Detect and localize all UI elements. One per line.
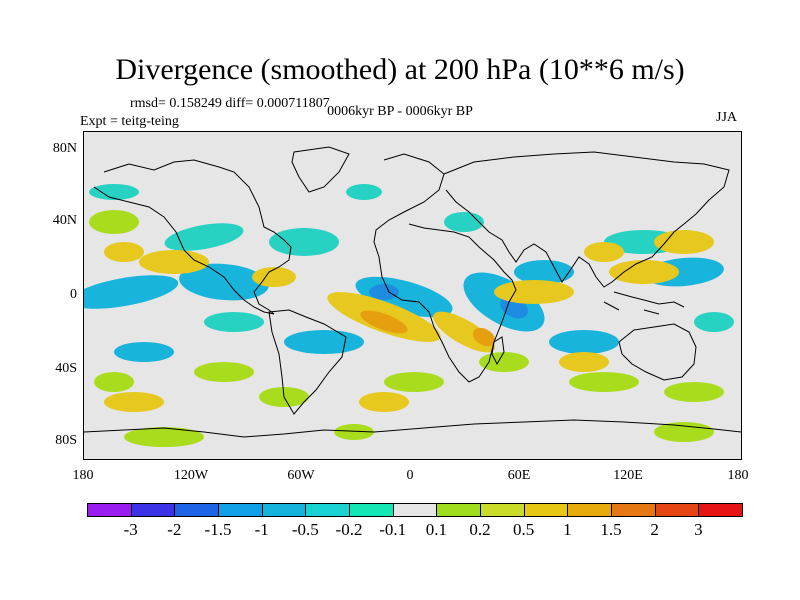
divergence-blob (284, 330, 364, 354)
colorbar-label: -1 (254, 520, 269, 539)
divergence-blob (179, 263, 269, 301)
colorbar-swatch (174, 503, 220, 517)
map-canvas (84, 146, 741, 447)
divergence-blob (472, 327, 496, 347)
colorbar-label: -3 (123, 520, 138, 539)
lon-label: 120W (173, 468, 209, 483)
colorbar-swatch (480, 503, 525, 517)
divergence-blob (369, 284, 399, 300)
divergence-blob (194, 362, 254, 382)
colorbar-swatch (567, 503, 613, 517)
lon-label: 180 (727, 468, 749, 483)
lat-label: 0 (70, 287, 77, 302)
lon-label: 0 (406, 468, 414, 483)
divergence-blob (89, 210, 139, 234)
lon-label: 60E (507, 468, 531, 483)
colorbar-label: 0.1 (425, 520, 447, 539)
period-label: 0006kyr BP - 0006kyr BP (327, 104, 473, 119)
coast-antarctica (84, 419, 741, 438)
divergence-blob (654, 230, 714, 254)
divergence-blob (346, 184, 382, 200)
lon-label: 120E (613, 468, 643, 483)
colorbar-swatch (349, 503, 394, 517)
lat-label: 40N (52, 213, 77, 228)
divergence-blob (104, 392, 164, 412)
colorbar-swatch (218, 503, 263, 517)
colorbar-swatch (305, 503, 351, 517)
divergence-field (84, 184, 734, 447)
divergence-blob (609, 260, 679, 284)
divergence-blob (384, 372, 444, 392)
divergence-blob (84, 275, 179, 309)
divergence-blob (694, 312, 734, 332)
rmsd-diff-stats: rmsd= 0.158249 diff= 0.000711807 (130, 96, 330, 111)
season-label: JJA (716, 110, 738, 125)
divergence-blob (164, 223, 244, 251)
divergence-blob (359, 392, 409, 412)
coastlines (84, 146, 741, 438)
coast-australia (618, 323, 697, 381)
divergence-blob (139, 250, 209, 274)
divergence-blob (654, 422, 714, 442)
colorbar-swatch (523, 503, 569, 517)
coast-north-america (93, 159, 292, 315)
colorbar-swatch (261, 503, 307, 517)
divergence-blob (444, 212, 484, 232)
divergence-blob (89, 184, 139, 200)
divergence-blob (479, 352, 529, 372)
divergence-blob (124, 427, 204, 447)
divergence-blob (114, 342, 174, 362)
coast-south-america (268, 309, 347, 415)
lat-label: 40S (55, 361, 77, 376)
divergence-blob (104, 242, 144, 262)
colorbar-label: 0.2 (469, 520, 491, 539)
divergence-blob (204, 312, 264, 332)
coast-europe-africa (373, 153, 517, 383)
experiment-label: Expt = teitg-teing (80, 114, 179, 129)
colorbar-swatch (130, 503, 176, 517)
colorbar-label: -0.1 (379, 520, 407, 539)
colorbar-label: -0.2 (335, 520, 363, 539)
colorbar-label: -0.5 (291, 520, 319, 539)
divergence-blob (360, 310, 408, 334)
colorbar-swatch (436, 503, 482, 517)
divergence-blob (334, 424, 374, 440)
lat-label: 80S (55, 433, 77, 448)
divergence-blob (584, 242, 624, 262)
colorbar-swatch (611, 503, 656, 517)
colorbar-swatch (87, 503, 132, 517)
divergence-blob (549, 330, 619, 354)
coast-madagascar (491, 336, 505, 366)
colorbar-label: 3 (694, 520, 703, 539)
colorbar-swatch (654, 503, 700, 517)
colorbar-label: 1 (563, 520, 572, 539)
divergence-blob (252, 267, 296, 287)
colorbar-label: 2 (650, 520, 659, 539)
divergence-blob (569, 372, 639, 392)
colorbar-swatch (698, 503, 744, 517)
colorbar (87, 503, 744, 517)
colorbar-label: 0.5 (513, 520, 535, 539)
lon-label: 60W (287, 468, 315, 483)
coast-greenland (291, 146, 350, 193)
colorbar-swatch (392, 503, 438, 517)
divergence-blob (559, 352, 609, 372)
coast-indonesia (603, 291, 685, 315)
divergence-map (83, 131, 742, 460)
divergence-blob (94, 372, 134, 392)
map-title: Divergence (smoothed) at 200 hPa (10**6 … (115, 53, 685, 86)
colorbar-label: 1.5 (600, 520, 622, 539)
colorbar-label: -1.5 (204, 520, 232, 539)
divergence-blob (269, 228, 339, 256)
divergence-blob (514, 260, 574, 284)
coast-asia (443, 151, 730, 288)
lat-label: 80N (52, 141, 77, 156)
lon-label: 180 (72, 468, 94, 483)
divergence-blob (494, 280, 574, 304)
divergence-blob (664, 382, 724, 402)
colorbar-label: -2 (167, 520, 182, 539)
